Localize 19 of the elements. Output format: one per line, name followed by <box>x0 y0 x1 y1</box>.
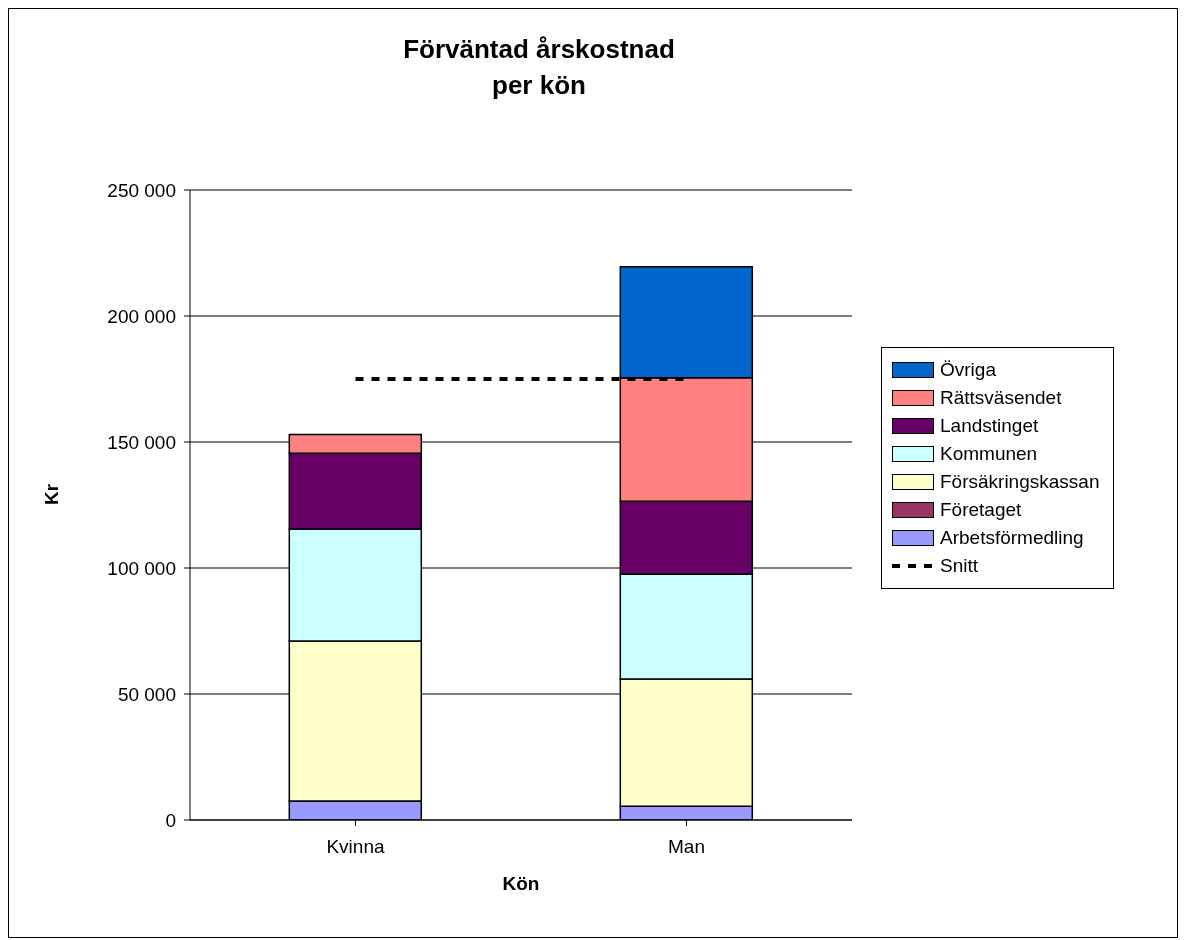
legend-label: Övriga <box>940 359 996 381</box>
y-tick-label: 150 000 <box>107 431 176 453</box>
legend-label: Försäkringskassan <box>940 471 1100 493</box>
y-axis-title: Kr <box>40 483 62 505</box>
legend-label: Rättsväsendet <box>940 387 1062 409</box>
legend-label: Snitt <box>940 555 979 577</box>
y-tick-label: 200 000 <box>107 305 176 327</box>
x-axis-title: Kön <box>502 873 540 894</box>
legend-label: Landstinget <box>940 415 1039 437</box>
y-tick-label: 50 000 <box>117 683 176 705</box>
x-tick-label: Man <box>668 836 705 858</box>
y-tick-label: 0 <box>165 809 176 831</box>
legend-label: Kommunen <box>940 443 1038 465</box>
y-tick-label: 100 000 <box>107 557 176 579</box>
chart-title: Förväntad årskostnad per kön <box>402 33 676 102</box>
x-tick-label: Kvinna <box>326 836 385 858</box>
y-tick-label: 250 000 <box>107 179 176 201</box>
legend-label: Arbetsförmedling <box>940 527 1084 549</box>
legend-label: Företaget <box>940 499 1022 521</box>
